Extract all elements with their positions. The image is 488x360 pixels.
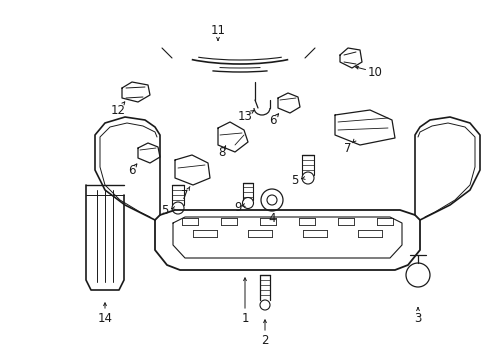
Text: 10: 10 [367,66,382,78]
Text: 6: 6 [269,113,276,126]
Text: 3: 3 [413,311,421,324]
Text: 5: 5 [161,203,168,216]
Text: 7: 7 [181,189,188,202]
Text: 14: 14 [97,311,112,324]
Text: 7: 7 [344,141,351,154]
Text: 2: 2 [261,333,268,346]
Text: 12: 12 [110,104,125,117]
Text: 1: 1 [241,311,248,324]
Text: 4: 4 [268,212,275,225]
Text: 9: 9 [234,201,241,213]
Text: 13: 13 [237,109,252,122]
Text: 11: 11 [210,23,225,36]
Text: 8: 8 [218,145,225,158]
Text: 6: 6 [128,163,136,176]
Text: 5: 5 [291,174,298,186]
